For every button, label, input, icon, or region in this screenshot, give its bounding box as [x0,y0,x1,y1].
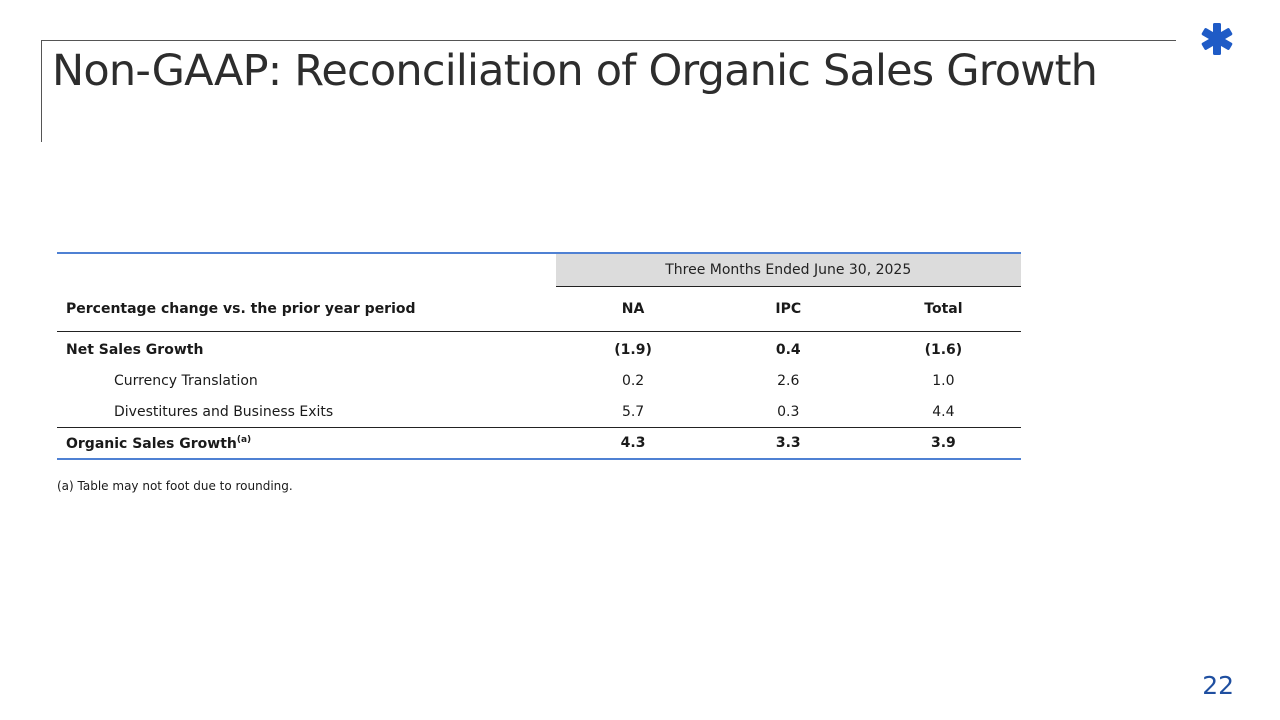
table-row-currency-translation: Currency Translation 0.2 2.6 1.0 [57,365,1021,396]
cell-na: 0.2 [621,372,645,389]
table-row-net-sales-growth: Net Sales Growth (1.9) 0.4 (1.6) [57,332,1021,366]
row-label: Net Sales Growth [66,341,204,358]
column-header-na: NA [555,286,711,332]
row-label: Divestitures and Business Exits [114,403,334,420]
table-row-divestitures: Divestitures and Business Exits 5.7 0.3 … [57,396,1021,428]
cell-na: 5.7 [621,403,645,420]
reconciliation-table: Three Months Ended June 30, 2025 Percent… [57,252,1021,460]
row-header-label: Percentage change vs. the prior year per… [57,286,556,332]
page-number: 22 [1202,671,1234,700]
cell-ipc: 2.6 [777,372,800,389]
period-header-spacer [57,252,556,287]
cell-na: 4.3 [555,427,711,460]
title-frame-top-rule [41,40,1176,41]
cell-na: (1.9) [614,341,652,358]
column-header-ipc: IPC [710,286,866,332]
row-label: Currency Translation [114,372,258,389]
cell-total: 1.0 [932,372,955,389]
cell-ipc: 0.4 [775,341,801,358]
column-header-row: Percentage change vs. the prior year per… [57,286,1021,332]
cell-total: 4.4 [932,403,955,420]
total-row-label: Organic Sales Growth [66,435,237,452]
asterisk-logo-icon [1198,22,1236,56]
organic-sales-table: Three Months Ended June 30, 2025 Percent… [57,252,1021,460]
period-header-row: Three Months Ended June 30, 2025 [57,252,1021,287]
table-row-organic-sales-growth: Organic Sales Growth(a) 4.3 3.3 3.9 [57,427,1021,460]
cell-ipc: 3.3 [710,427,866,460]
asterisk-logo-svg [1201,23,1233,55]
footnote-marker: (a) [236,434,252,445]
column-header-total: Total [865,286,1021,332]
footnote: (a) Table may not foot due to rounding. [57,479,293,493]
cell-ipc: 0.3 [777,403,800,420]
page-title: Non-GAAP: Reconciliation of Organic Sale… [52,46,1098,96]
period-header: Three Months Ended June 30, 2025 [555,252,1021,287]
cell-total: 3.9 [865,427,1021,460]
cell-total: (1.6) [924,341,963,358]
title-frame-left-rule [41,40,42,142]
total-row-label-cell: Organic Sales Growth(a) [57,427,556,460]
